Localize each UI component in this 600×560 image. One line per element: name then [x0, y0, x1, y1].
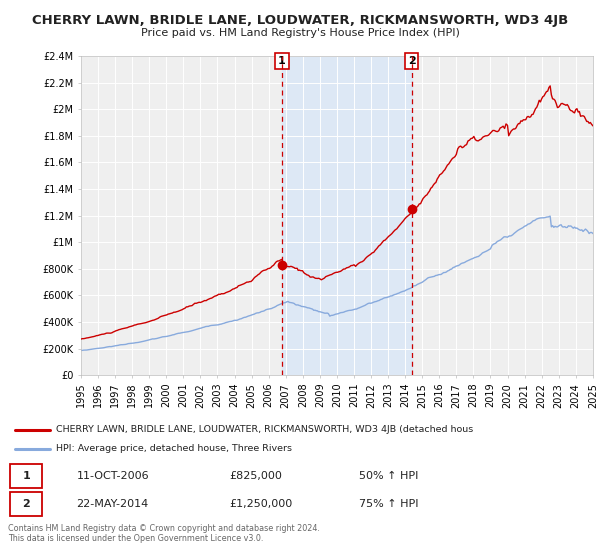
Text: CHERRY LAWN, BRIDLE LANE, LOUDWATER, RICKMANSWORTH, WD3 4JB: CHERRY LAWN, BRIDLE LANE, LOUDWATER, RIC… — [32, 14, 568, 27]
FancyBboxPatch shape — [10, 492, 43, 516]
Text: £825,000: £825,000 — [229, 471, 283, 481]
Text: CHERRY LAWN, BRIDLE LANE, LOUDWATER, RICKMANSWORTH, WD3 4JB (detached hous: CHERRY LAWN, BRIDLE LANE, LOUDWATER, RIC… — [56, 425, 473, 434]
Bar — [282, 56, 412, 375]
Text: 1: 1 — [22, 471, 30, 481]
Text: HPI: Average price, detached house, Three Rivers: HPI: Average price, detached house, Thre… — [56, 444, 292, 453]
Text: 2: 2 — [22, 499, 30, 509]
Text: 22-MAY-2014: 22-MAY-2014 — [77, 499, 149, 509]
Text: 50% ↑ HPI: 50% ↑ HPI — [359, 471, 418, 481]
FancyBboxPatch shape — [10, 464, 43, 488]
Text: £1,250,000: £1,250,000 — [229, 499, 293, 509]
Text: Contains HM Land Registry data © Crown copyright and database right 2024.
This d: Contains HM Land Registry data © Crown c… — [8, 524, 320, 543]
Text: 1: 1 — [278, 56, 286, 66]
Text: Price paid vs. HM Land Registry's House Price Index (HPI): Price paid vs. HM Land Registry's House … — [140, 28, 460, 38]
Text: 75% ↑ HPI: 75% ↑ HPI — [359, 499, 418, 509]
Text: 2: 2 — [408, 56, 415, 66]
Text: 11-OCT-2006: 11-OCT-2006 — [77, 471, 149, 481]
